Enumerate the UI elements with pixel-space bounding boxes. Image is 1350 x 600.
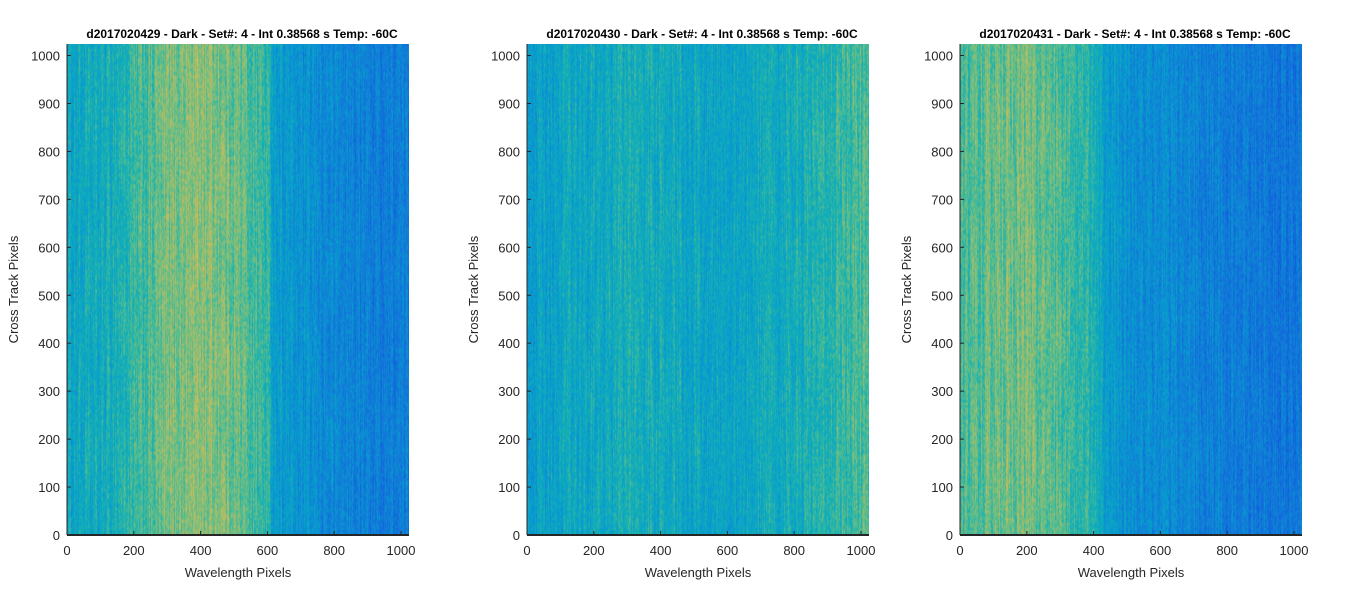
x-tick-label: 1000: [847, 543, 876, 558]
y-axis-label: Cross Track Pixels: [899, 235, 914, 343]
y-tick-label: 700: [498, 192, 520, 207]
x-tick-label: 0: [956, 543, 963, 558]
y-tick-label: 600: [498, 240, 520, 255]
y-tick-label: 900: [931, 96, 953, 111]
x-tick-label: 600: [257, 543, 279, 558]
x-tick-label: 800: [1216, 543, 1238, 558]
heatmap-image: [960, 44, 1302, 535]
x-axis-label: Wavelength Pixels: [1078, 565, 1185, 580]
y-tick-label: 700: [38, 192, 60, 207]
y-tick-label: 900: [498, 96, 520, 111]
y-tick-label: 600: [38, 240, 60, 255]
heatmap-panel-1: 0 200 400 600 800 1000 0 100 200 300 400 500 600 700 8…: [6, 27, 415, 580]
x-tick-label: 200: [1016, 543, 1038, 558]
y-tick-label: 500: [498, 288, 520, 303]
y-tick-label: 100: [931, 480, 953, 495]
y-tick-label: 400: [38, 336, 60, 351]
x-tick-label: 200: [583, 543, 605, 558]
x-tick-label: 400: [190, 543, 212, 558]
y-tick-label: 600: [931, 240, 953, 255]
y-tick-label: 1000: [31, 49, 60, 64]
y-axis-label: Cross Track Pixels: [466, 235, 481, 343]
chart-title: d2017020430 - Dark - Set#: 4 - Int 0.385…: [546, 27, 858, 41]
y-tick-label: 100: [498, 480, 520, 495]
y-tick-label: 200: [38, 432, 60, 447]
y-tick-label: 1000: [924, 49, 953, 64]
y-tick-label: 100: [38, 480, 60, 495]
x-tick-label: 0: [523, 543, 530, 558]
y-tick-label: 400: [498, 336, 520, 351]
x-tick-label: 200: [123, 543, 145, 558]
y-tick-label: 200: [498, 432, 520, 447]
x-tick-label: 400: [650, 543, 672, 558]
heatmap-image: [527, 44, 869, 535]
x-tick-label: 600: [1150, 543, 1172, 558]
x-tick-label: 0: [63, 543, 70, 558]
y-tick-label: 500: [38, 288, 60, 303]
heatmap-panel-3: 0 200 400 600 800 1000 0 100 200 300 400 500 600 700 8…: [899, 27, 1308, 580]
y-tick-label: 800: [931, 144, 953, 159]
y-tick-label: 0: [53, 528, 60, 543]
x-tick-label: 1000: [1280, 543, 1309, 558]
y-tick-label: 900: [38, 96, 60, 111]
x-axis-label: Wavelength Pixels: [645, 565, 752, 580]
y-tick-label: 0: [946, 528, 953, 543]
y-tick-label: 300: [498, 384, 520, 399]
x-tick-label: 400: [1083, 543, 1105, 558]
x-tick-label: 600: [717, 543, 739, 558]
y-tick-label: 400: [931, 336, 953, 351]
x-tick-label: 1000: [387, 543, 416, 558]
y-tick-label: 500: [931, 288, 953, 303]
heatmap-image: [67, 44, 409, 535]
y-tick-label: 200: [931, 432, 953, 447]
y-tick-label: 1000: [491, 49, 520, 64]
y-tick-label: 300: [38, 384, 60, 399]
heatmap-panel-2: 0 200 400 600 800 1000 0 100 200 300 400 500 600 700 8…: [466, 27, 875, 580]
x-axis-label: Wavelength Pixels: [185, 565, 292, 580]
x-tick-label: 800: [323, 543, 345, 558]
chart-title: d2017020429 - Dark - Set#: 4 - Int 0.385…: [86, 27, 398, 41]
y-tick-label: 800: [38, 144, 60, 159]
chart-title: d2017020431 - Dark - Set#: 4 - Int 0.385…: [979, 27, 1291, 41]
y-axis-label: Cross Track Pixels: [6, 235, 21, 343]
y-tick-label: 0: [513, 528, 520, 543]
y-tick-label: 700: [931, 192, 953, 207]
y-tick-label: 300: [931, 384, 953, 399]
x-tick-label: 800: [783, 543, 805, 558]
y-tick-label: 800: [498, 144, 520, 159]
